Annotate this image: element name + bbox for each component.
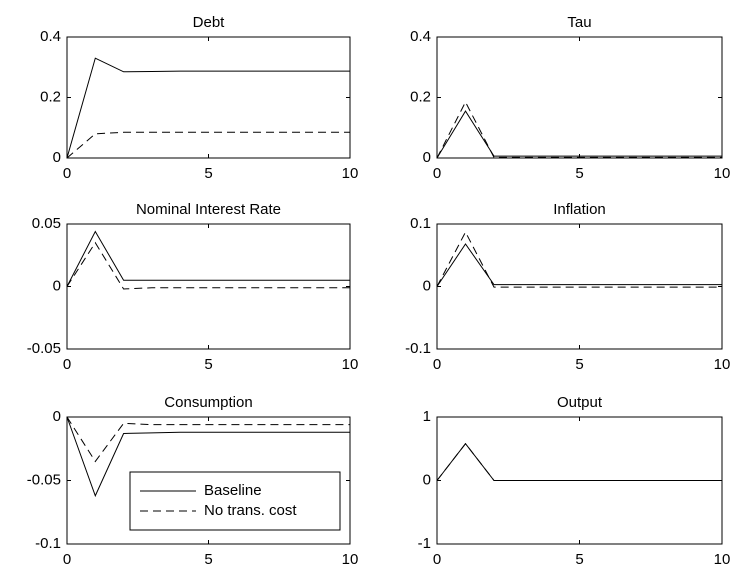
- y-tick-label: 0.2: [410, 88, 431, 105]
- x-tick-label: 0: [433, 165, 441, 182]
- series-line: [66, 131, 350, 159]
- y-tick-label: 0: [53, 408, 61, 425]
- y-tick-label: -0.1: [35, 535, 61, 552]
- legend-box: [129, 471, 341, 531]
- y-tick-label: 0: [53, 149, 61, 166]
- y-tick-label: 1: [423, 408, 431, 425]
- axes-box: [66, 223, 351, 350]
- x-tick-label: 5: [204, 356, 212, 373]
- x-tick-label: 5: [575, 356, 583, 373]
- y-tick-label: 0: [423, 471, 431, 488]
- x-tick-label: 0: [433, 551, 441, 567]
- x-tick-label: 10: [714, 356, 731, 373]
- axes-box: [66, 36, 351, 159]
- y-tick-label: 0.4: [410, 28, 431, 45]
- subplot-title: Debt: [193, 14, 226, 31]
- x-tick-label: 5: [575, 551, 583, 567]
- series-line: [66, 416, 350, 498]
- legend: Baseline No trans. cost: [129, 471, 341, 531]
- y-tick-label: 0: [423, 149, 431, 166]
- series-line: [436, 231, 722, 288]
- x-tick-label: 10: [342, 551, 359, 567]
- subplot: Tau 0 5 10 0 0.2 0.4: [410, 14, 730, 182]
- subplot-title: Output: [557, 394, 603, 411]
- y-tick-label: -0.05: [27, 340, 61, 357]
- series-line: [436, 100, 722, 159]
- y-tick-label: 0: [423, 277, 431, 294]
- axes-box: [436, 223, 723, 350]
- x-tick-label: 10: [714, 165, 731, 182]
- series-line: [66, 416, 350, 463]
- x-tick-label: 5: [575, 165, 583, 182]
- subplot-title: Tau: [567, 14, 591, 31]
- series-line: [436, 110, 722, 159]
- series-line: [436, 442, 722, 481]
- y-tick-label: -0.1: [405, 340, 431, 357]
- axes-box: [436, 36, 723, 159]
- x-tick-label: 5: [204, 165, 212, 182]
- y-tick-label: -0.05: [27, 471, 61, 488]
- x-tick-label: 0: [433, 356, 441, 373]
- y-tick-label: 0.4: [40, 28, 61, 45]
- series-line: [66, 230, 350, 287]
- x-tick-label: 0: [63, 165, 71, 182]
- x-tick-label: 10: [342, 356, 359, 373]
- y-tick-label: 0.2: [40, 88, 61, 105]
- x-tick-label: 0: [63, 551, 71, 567]
- y-tick-label: 0: [53, 277, 61, 294]
- subplot: Debt 0 5 10 0 0.2 0.4: [40, 14, 358, 182]
- y-tick-label: 0.1: [410, 215, 431, 232]
- x-tick-label: 0: [63, 356, 71, 373]
- x-tick-label: 10: [714, 551, 731, 567]
- legend-label: Baseline: [204, 482, 262, 499]
- x-tick-label: 5: [204, 551, 212, 567]
- series-line: [66, 57, 350, 159]
- series-line: [436, 243, 722, 287]
- y-tick-label: -1: [418, 535, 431, 552]
- subplot-title: Nominal Interest Rate: [136, 201, 281, 218]
- subplot-title: Consumption: [164, 394, 252, 411]
- subplot-title: Inflation: [553, 201, 606, 218]
- x-tick-label: 10: [342, 165, 359, 182]
- subplot: Consumption 0 5 10 -0.1 -0.05 0 Baseline No tran…: [27, 394, 359, 567]
- legend-label: No trans. cost: [204, 502, 297, 519]
- y-tick-label: 0.05: [32, 215, 61, 232]
